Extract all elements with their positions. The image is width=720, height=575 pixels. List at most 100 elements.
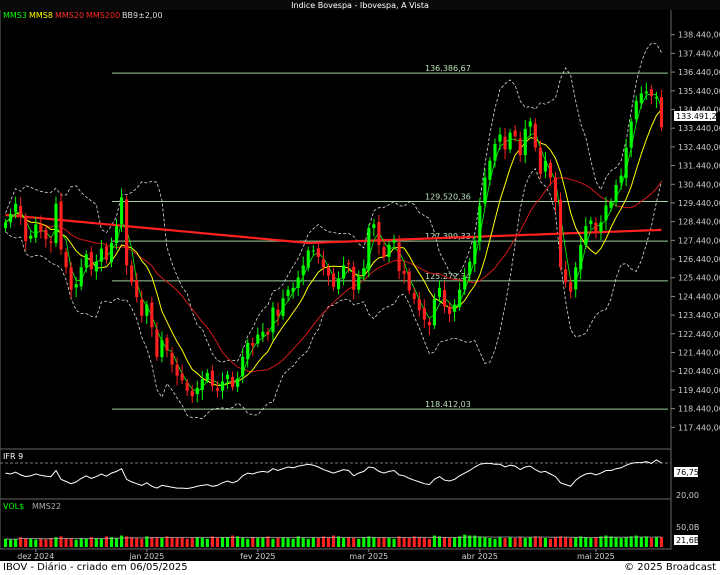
candle-body <box>463 276 467 290</box>
volume-bar <box>29 538 33 547</box>
footer-left: IBOV - Diário - criado em 06/05/2025 <box>3 562 188 573</box>
volume-bar <box>619 538 623 547</box>
volume-bar <box>352 538 356 547</box>
candle-body <box>241 357 245 377</box>
candle-body <box>619 175 623 183</box>
price-axis-label: 134.440,00 <box>678 105 720 114</box>
candle-body <box>175 364 179 376</box>
candle-body <box>594 222 598 232</box>
volume-bar <box>417 537 421 547</box>
volume-bar <box>347 537 351 547</box>
candle-body <box>362 268 366 276</box>
candle-body <box>528 121 532 127</box>
volume-bar <box>609 536 613 547</box>
date-axis-label: dez 2024 <box>17 552 54 561</box>
candle-body <box>614 185 618 202</box>
volume-bar <box>301 538 305 547</box>
candle-body <box>59 201 63 250</box>
volume-bar <box>367 536 371 547</box>
legend-mms8: MMS8 <box>29 11 53 20</box>
price-axis-label: 125.440,00 <box>678 274 720 283</box>
volume-bar <box>44 539 48 547</box>
volume-bar <box>392 538 396 547</box>
volume-bar <box>523 538 527 547</box>
volume-bar <box>34 539 38 547</box>
bollinger-upper <box>5 42 662 363</box>
volume-bar <box>574 537 578 547</box>
volume-bar <box>54 537 58 547</box>
candle-body <box>251 342 255 346</box>
price-axis-label: 121.440,00 <box>678 349 720 358</box>
price-axis-label: 129.440,00 <box>678 199 720 208</box>
volume-bar <box>165 536 169 547</box>
price-axis-label: 138.440,00 <box>678 31 720 40</box>
volume-bar <box>397 536 401 547</box>
volume-bar <box>377 538 381 547</box>
volume-ma-label: MMS22 <box>32 502 61 511</box>
candle-body <box>639 93 643 104</box>
candle-body <box>160 340 164 358</box>
volume-bar <box>3 538 8 547</box>
candle-body <box>569 282 573 292</box>
candle-body <box>367 228 371 271</box>
date-axis-label: jan 2025 <box>128 552 164 561</box>
volume-bar <box>135 538 139 547</box>
volume-bar <box>614 537 618 547</box>
volume-bar <box>125 536 129 547</box>
candle-body <box>538 147 542 174</box>
volume-bar <box>533 536 537 547</box>
chart-title: Indice Bovespa - Ibovespa, A Vista <box>291 1 429 10</box>
candle-body <box>74 284 78 288</box>
candle-body <box>120 197 124 224</box>
volume-bar <box>24 538 28 547</box>
mms20-line <box>5 177 662 373</box>
volume-bar <box>553 537 558 547</box>
price-axis-label: 117.440,00 <box>678 423 720 432</box>
candle-body <box>584 226 588 245</box>
candle-body <box>296 277 300 288</box>
candle-body <box>387 244 391 257</box>
candle-body <box>301 265 305 276</box>
candle-body <box>79 267 83 287</box>
volume-bar <box>321 536 325 547</box>
candle-body <box>195 387 199 395</box>
price-axis-label: 124.440,00 <box>678 292 720 301</box>
volume-ma-line <box>5 536 662 540</box>
candle-body <box>261 331 265 337</box>
price-axis-label: 136.440,00 <box>678 68 720 77</box>
candle-body <box>574 267 578 290</box>
volume-bar <box>175 538 179 547</box>
candle-body <box>29 235 33 239</box>
candle-body <box>347 263 351 265</box>
level-label: 118.412,03 <box>425 400 471 409</box>
candle-body <box>488 160 492 180</box>
volume-bar <box>402 537 406 547</box>
bollinger-lower <box>5 167 662 420</box>
volume-bar <box>99 538 103 547</box>
volume-bar <box>39 538 43 547</box>
candle-body <box>604 205 608 221</box>
candle-body <box>473 241 477 264</box>
candle-body <box>453 304 457 312</box>
candle-body <box>564 269 568 283</box>
volume-bar <box>185 538 189 547</box>
candle-body <box>94 261 98 272</box>
volume-bar <box>104 536 109 547</box>
volume-bar <box>453 537 457 547</box>
candle-body <box>493 143 497 161</box>
candle-body <box>649 89 653 97</box>
rsi-title: IFR 9 <box>3 452 23 461</box>
candle-body <box>533 123 537 148</box>
candle-body <box>579 244 583 270</box>
volume-bar <box>311 537 315 547</box>
volume-bar <box>538 537 542 547</box>
volume-bar <box>256 538 260 547</box>
price-axis-label: 118.440,00 <box>678 405 720 414</box>
volume-bar <box>427 538 431 547</box>
candle-body <box>246 342 250 360</box>
candle-body <box>271 307 275 333</box>
candle-body <box>478 205 482 242</box>
volume-bar <box>286 538 290 547</box>
volume-bar <box>639 537 643 547</box>
